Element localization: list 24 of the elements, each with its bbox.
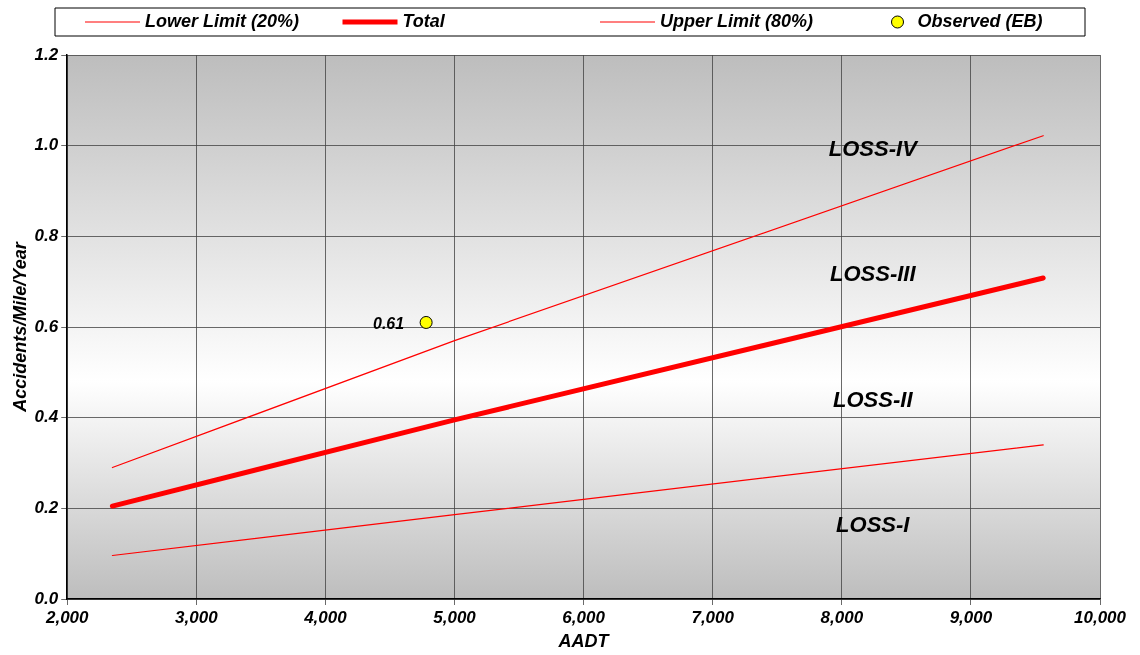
x-tick-label: 4,000 — [303, 607, 348, 627]
y-tick-label: 0.2 — [34, 498, 59, 518]
x-axis-title: AADT — [557, 631, 611, 652]
y-tick-label: 0.0 — [34, 588, 59, 608]
x-tick-label: 7,000 — [691, 607, 735, 627]
y-axis-title: Accidents/Mile/Year — [9, 241, 30, 413]
x-tick-label: 9,000 — [949, 607, 993, 627]
x-tick-label: 3,000 — [175, 607, 219, 627]
legend-label: Lower Limit (20%) — [145, 10, 300, 31]
y-tick-label: 1.2 — [34, 44, 59, 64]
y-tick-label: 0.8 — [34, 226, 59, 246]
y-tick-label: 0.4 — [34, 407, 59, 427]
annotation: LOSS-IV — [828, 136, 920, 162]
legend-label: Observed (EB) — [917, 10, 1043, 31]
annotation: LOSS-I — [836, 511, 911, 537]
legend-label: Total — [402, 10, 446, 31]
y-tick-label: 1.0 — [34, 135, 59, 155]
x-tick-label: 10,000 — [1074, 607, 1127, 627]
legend-label: Upper Limit (80%) — [660, 10, 814, 31]
x-tick-label: 6,000 — [562, 607, 606, 627]
x-tick-label: 8,000 — [820, 607, 864, 627]
x-tick-label: 2,000 — [44, 607, 90, 627]
y-tick-label: 0.6 — [34, 316, 59, 336]
x-tick-label: 5,000 — [433, 607, 477, 627]
